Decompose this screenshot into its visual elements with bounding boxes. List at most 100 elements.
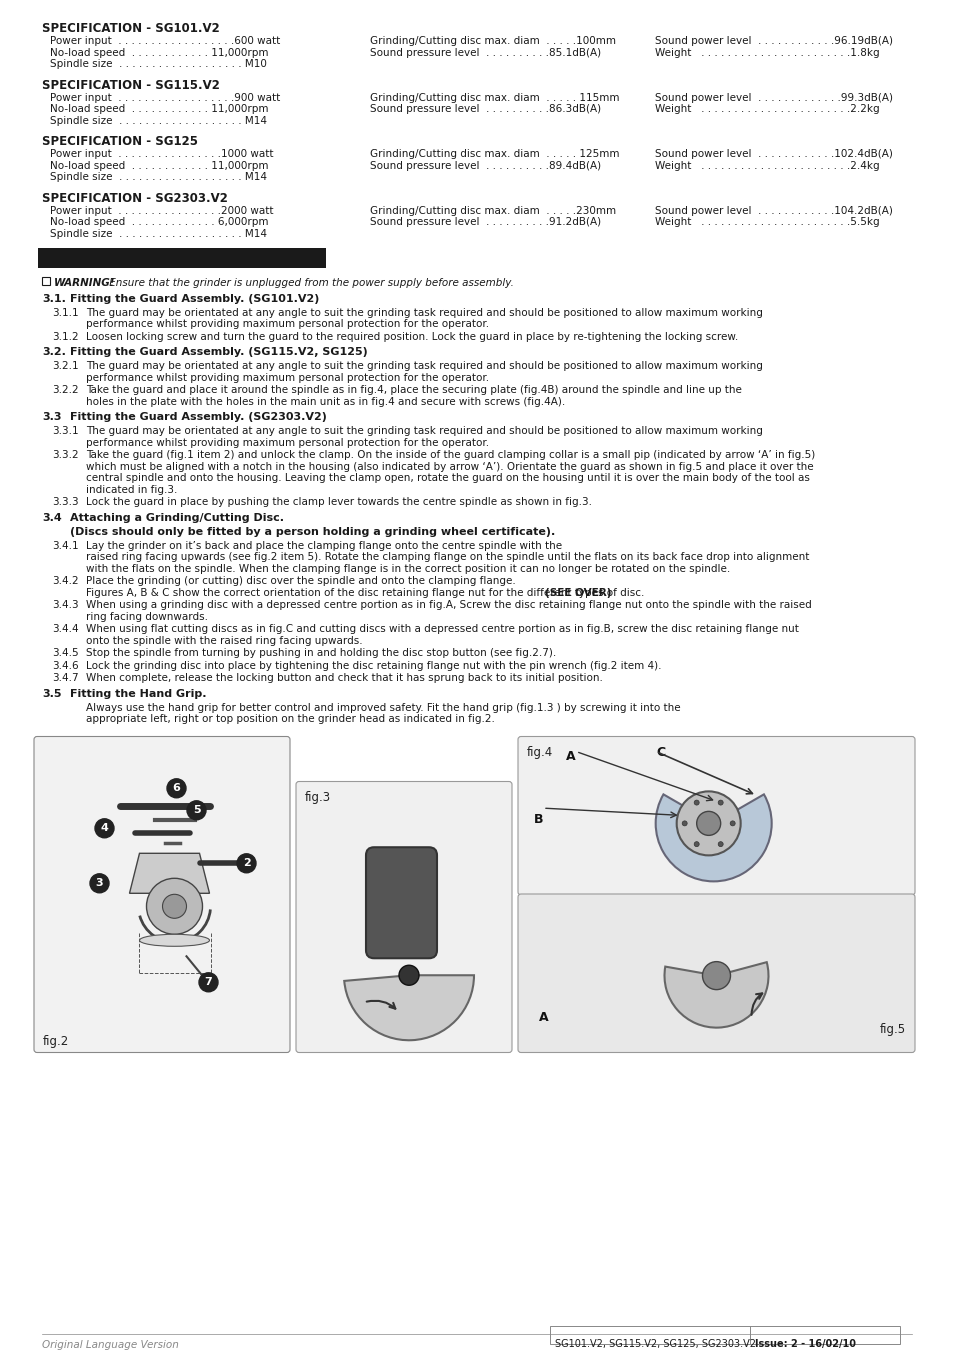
- Text: 3.4.6: 3.4.6: [52, 660, 78, 671]
- Text: performance whilst providing maximum personal protection for the operator.: performance whilst providing maximum per…: [86, 319, 489, 329]
- Text: Fitting the Guard Assembly. (SG2303.V2): Fitting the Guard Assembly. (SG2303.V2): [70, 412, 327, 423]
- Text: Weight   . . . . . . . . . . . . . . . . . . . . . . .5.5kg: Weight . . . . . . . . . . . . . . . . .…: [655, 217, 879, 227]
- Text: indicated in fig.3.: indicated in fig.3.: [86, 485, 177, 494]
- Wedge shape: [664, 963, 768, 1027]
- Text: (Discs should only be fitted by a person holding a grinding wheel certificate).: (Discs should only be fitted by a person…: [70, 526, 555, 536]
- Circle shape: [398, 965, 418, 986]
- Text: Spindle size  . . . . . . . . . . . . . . . . . . . M14: Spindle size . . . . . . . . . . . . . .…: [50, 228, 267, 239]
- Text: fig.3: fig.3: [305, 791, 331, 803]
- Text: Ensure that the grinder is unplugged from the power supply before assembly.: Ensure that the grinder is unplugged fro…: [106, 278, 514, 288]
- Text: fig.2: fig.2: [43, 1034, 70, 1048]
- FancyBboxPatch shape: [517, 894, 914, 1053]
- Circle shape: [187, 801, 206, 819]
- Text: Always use the hand grip for better control and improved safety. Fit the hand gr: Always use the hand grip for better cont…: [86, 702, 679, 713]
- Text: No-load speed  . . . . . . . . . . . . 11,000rpm: No-load speed . . . . . . . . . . . . 11…: [50, 161, 268, 170]
- Text: 3.4: 3.4: [42, 513, 62, 522]
- Text: SPECIFICATION - SG115.V2: SPECIFICATION - SG115.V2: [42, 78, 219, 92]
- Text: Lock the guard in place by pushing the clamp lever towards the centre spindle as: Lock the guard in place by pushing the c…: [86, 497, 592, 508]
- Text: No-load speed  . . . . . . . . . . . . . 6,000rpm: No-load speed . . . . . . . . . . . . . …: [50, 217, 268, 227]
- Text: 3.4.7: 3.4.7: [52, 674, 78, 683]
- Circle shape: [694, 841, 699, 846]
- Text: Stop the spindle from turning by pushing in and holding the disc stop button (se: Stop the spindle from turning by pushing…: [86, 648, 556, 657]
- Wedge shape: [655, 794, 771, 882]
- Text: Power input  . . . . . . . . . . . . . . . .1000 watt: Power input . . . . . . . . . . . . . . …: [50, 148, 274, 159]
- Text: Sound power level  . . . . . . . . . . . .102.4dB(A): Sound power level . . . . . . . . . . . …: [655, 148, 892, 159]
- Text: with the flats on the spindle. When the clamping flange is in the correct positi: with the flats on the spindle. When the …: [86, 563, 729, 574]
- Circle shape: [95, 819, 113, 838]
- Circle shape: [90, 873, 109, 892]
- Text: Place the grinding (or cutting) disc over the spindle and onto the clamping flan: Place the grinding (or cutting) disc ove…: [86, 576, 516, 586]
- Text: SPECIFICATION - SG2303.V2: SPECIFICATION - SG2303.V2: [42, 192, 228, 204]
- Text: Sound pressure level  . . . . . . . . . .91.2dB(A): Sound pressure level . . . . . . . . . .…: [370, 217, 600, 227]
- Text: 3.2.: 3.2.: [42, 347, 66, 356]
- Text: 2: 2: [242, 859, 250, 868]
- Circle shape: [694, 801, 699, 805]
- Text: (SEE OVER): (SEE OVER): [544, 587, 611, 598]
- Circle shape: [199, 973, 218, 992]
- FancyBboxPatch shape: [517, 737, 914, 895]
- Text: 3.4.4: 3.4.4: [52, 624, 78, 634]
- Text: Power input  . . . . . . . . . . . . . . . . . .900 watt: Power input . . . . . . . . . . . . . . …: [50, 93, 280, 103]
- Text: 3.2.1: 3.2.1: [52, 360, 78, 371]
- Text: Sound pressure level  . . . . . . . . . .86.3dB(A): Sound pressure level . . . . . . . . . .…: [370, 104, 600, 113]
- Text: ASSEMBLY & ADJUSTMENT: ASSEMBLY & ADJUSTMENT: [70, 252, 266, 265]
- Text: Original Language Version: Original Language Version: [42, 1341, 179, 1350]
- Text: Grinding/Cutting disc max. diam  . . . . .230mm: Grinding/Cutting disc max. diam . . . . …: [370, 205, 616, 216]
- Text: No-load speed  . . . . . . . . . . . . 11,000rpm: No-load speed . . . . . . . . . . . . 11…: [50, 47, 268, 58]
- Text: A: A: [538, 1011, 548, 1025]
- Circle shape: [236, 853, 255, 873]
- Circle shape: [201, 975, 215, 990]
- Circle shape: [167, 779, 186, 798]
- Text: 3.2.2: 3.2.2: [52, 385, 78, 396]
- Text: 3.4.2: 3.4.2: [52, 576, 78, 586]
- Text: Figures A, B & C show the correct orientation of the disc retaining flange nut f: Figures A, B & C show the correct orient…: [86, 587, 647, 598]
- Text: No-load speed  . . . . . . . . . . . . 11,000rpm: No-load speed . . . . . . . . . . . . 11…: [50, 104, 268, 113]
- Text: Lock the grinding disc into place by tightening the disc retaining flange nut wi: Lock the grinding disc into place by tig…: [86, 660, 660, 671]
- Text: Fitting the Guard Assembly. (SG115.V2, SG125): Fitting the Guard Assembly. (SG115.V2, S…: [70, 347, 367, 356]
- FancyBboxPatch shape: [34, 737, 290, 1053]
- Text: The guard may be orientated at any angle to suit the grinding task required and : The guard may be orientated at any angle…: [86, 360, 762, 371]
- Text: Grinding/Cutting disc max. diam  . . . . . 115mm: Grinding/Cutting disc max. diam . . . . …: [370, 93, 618, 103]
- Text: Loosen locking screw and turn the guard to the required position. Lock the guard: Loosen locking screw and turn the guard …: [86, 332, 738, 342]
- Text: Sound power level  . . . . . . . . . . . . .99.3dB(A): Sound power level . . . . . . . . . . . …: [655, 93, 892, 103]
- Text: SPECIFICATION - SG101.V2: SPECIFICATION - SG101.V2: [42, 22, 219, 35]
- Text: performance whilst providing maximum personal protection for the operator.: performance whilst providing maximum per…: [86, 437, 489, 447]
- Text: Lay the grinder on it’s back and place the clamping flange onto the centre spind: Lay the grinder on it’s back and place t…: [86, 540, 561, 551]
- Text: fig.5: fig.5: [879, 1022, 905, 1035]
- Text: SPECIFICATION - SG125: SPECIFICATION - SG125: [42, 135, 198, 148]
- Text: 3.1.: 3.1.: [42, 293, 66, 304]
- Text: Power input  . . . . . . . . . . . . . . . . . .600 watt: Power input . . . . . . . . . . . . . . …: [50, 36, 280, 46]
- Text: Spindle size  . . . . . . . . . . . . . . . . . . . M10: Spindle size . . . . . . . . . . . . . .…: [50, 59, 267, 69]
- Text: The guard may be orientated at any angle to suit the grinding task required and : The guard may be orientated at any angle…: [86, 427, 762, 436]
- Text: Weight   . . . . . . . . . . . . . . . . . . . . . . .1.8kg: Weight . . . . . . . . . . . . . . . . .…: [655, 47, 879, 58]
- Text: Sound pressure level  . . . . . . . . . .89.4dB(A): Sound pressure level . . . . . . . . . .…: [370, 161, 600, 170]
- Text: Weight   . . . . . . . . . . . . . . . . . . . . . . .2.4kg: Weight . . . . . . . . . . . . . . . . .…: [655, 161, 879, 170]
- Text: 3.3.2: 3.3.2: [52, 450, 78, 460]
- Text: The guard may be orientated at any angle to suit the grinding task required and : The guard may be orientated at any angle…: [86, 308, 762, 317]
- Text: central spindle and onto the housing. Leaving the clamp open, rotate the guard o: central spindle and onto the housing. Le…: [86, 472, 809, 483]
- Text: fig.4: fig.4: [526, 745, 553, 759]
- Bar: [42, 277, 50, 285]
- Text: 3.3.3: 3.3.3: [52, 497, 78, 508]
- Text: Take the guard (fig.1 item 2) and unlock the clamp. On the inside of the guard c: Take the guard (fig.1 item 2) and unlock…: [86, 450, 815, 460]
- Text: B: B: [534, 813, 543, 826]
- Text: Spindle size  . . . . . . . . . . . . . . . . . . . M14: Spindle size . . . . . . . . . . . . . .…: [50, 171, 267, 182]
- Text: Fitting the Guard Assembly. (SG101.V2): Fitting the Guard Assembly. (SG101.V2): [70, 293, 319, 304]
- Text: Weight   . . . . . . . . . . . . . . . . . . . . . . .2.2kg: Weight . . . . . . . . . . . . . . . . .…: [655, 104, 879, 113]
- Text: Sound power level  . . . . . . . . . . . .96.19dB(A): Sound power level . . . . . . . . . . . …: [655, 36, 892, 46]
- Text: 3.3: 3.3: [42, 412, 61, 423]
- Text: 3.4.5: 3.4.5: [52, 648, 78, 657]
- Text: WARNING!: WARNING!: [54, 278, 115, 288]
- Text: Grinding/Cutting disc max. diam  . . . . .100mm: Grinding/Cutting disc max. diam . . . . …: [370, 36, 616, 46]
- Text: 3.5: 3.5: [42, 688, 61, 698]
- Circle shape: [681, 821, 686, 826]
- Text: Attaching a Grinding/Cutting Disc.: Attaching a Grinding/Cutting Disc.: [70, 513, 284, 522]
- Text: Issue: 2 - 16/02/10: Issue: 2 - 16/02/10: [754, 1339, 855, 1349]
- Text: When using a grinding disc with a depressed centre portion as in fig.A, Screw th: When using a grinding disc with a depres…: [86, 599, 811, 610]
- FancyArrowPatch shape: [751, 994, 761, 1015]
- Text: onto the spindle with the raised ring facing upwards.: onto the spindle with the raised ring fa…: [86, 636, 362, 645]
- Circle shape: [147, 879, 202, 934]
- Text: appropriate left, right or top position on the grinder head as indicated in fig.: appropriate left, right or top position …: [86, 714, 495, 724]
- Text: Grinding/Cutting disc max. diam  . . . . . 125mm: Grinding/Cutting disc max. diam . . . . …: [370, 148, 618, 159]
- Circle shape: [718, 801, 722, 805]
